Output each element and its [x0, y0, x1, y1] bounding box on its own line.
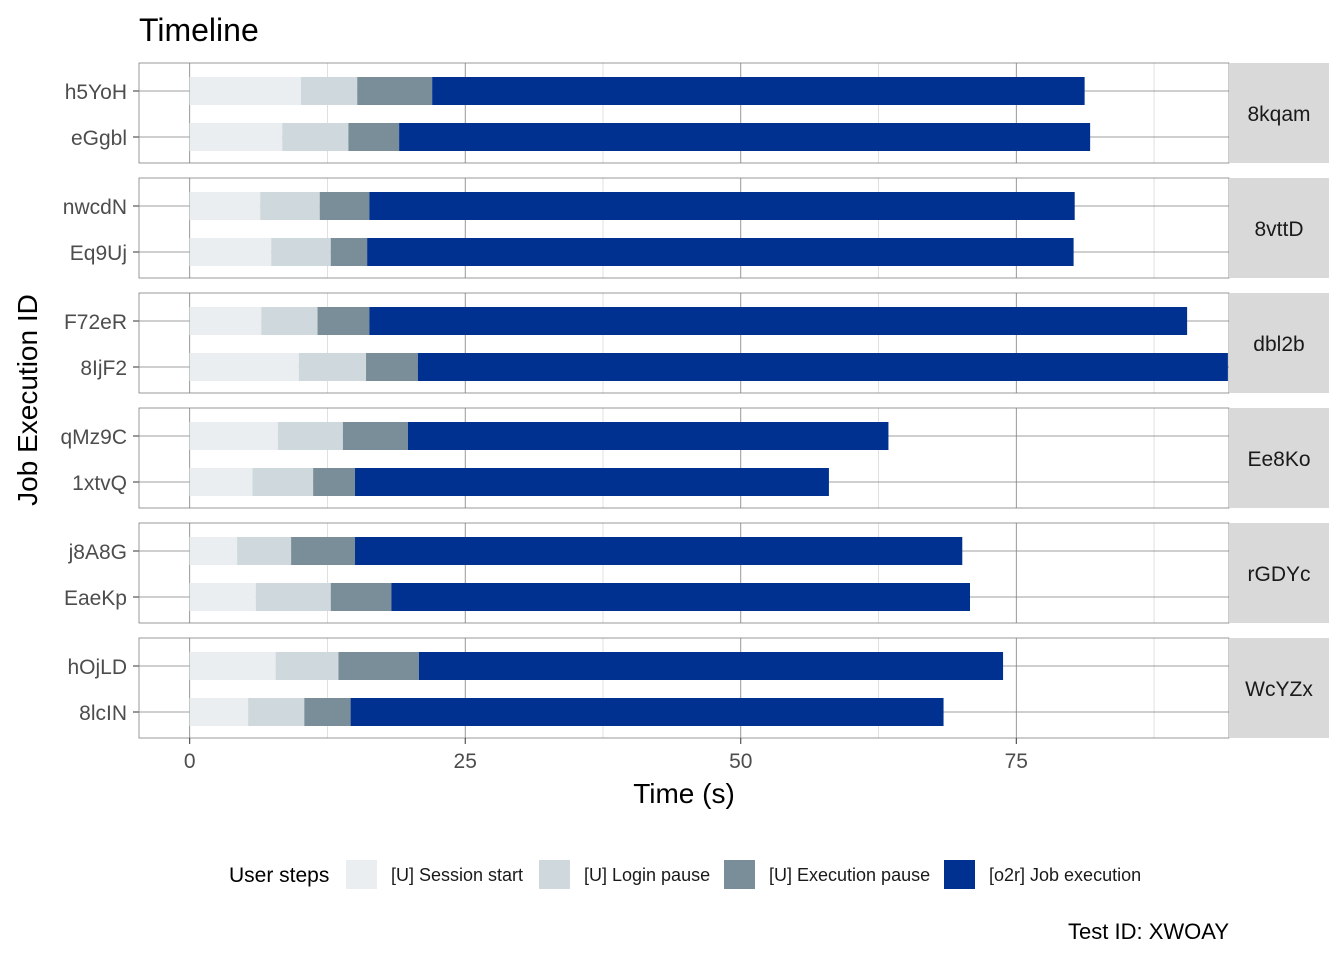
bar-segment: [355, 468, 829, 496]
bar-segment: [350, 698, 944, 726]
bar-segment: [255, 583, 331, 611]
y-tick-label: 1xtvQ: [72, 472, 127, 495]
x-tick-label: 0: [184, 750, 196, 773]
bar-segment: [338, 652, 419, 680]
bar-segment: [369, 192, 1075, 220]
legend-label: [U] Session start: [391, 865, 523, 885]
facet-panel: h5YoH eGgbl 8kqam: [65, 62, 1329, 164]
bar-segment: [189, 652, 276, 680]
bar-segment: [298, 353, 367, 381]
legend-key: [724, 860, 755, 889]
legend-label: [U] Execution pause: [769, 865, 930, 885]
bar-segment: [417, 353, 1228, 381]
bar-segment: [189, 583, 256, 611]
facet-strip-label: dbl2b: [1253, 333, 1304, 356]
bar-segment: [418, 652, 1004, 680]
bar-segment: [301, 77, 358, 105]
y-tick-label: nwcdN: [63, 196, 127, 219]
y-tick-label: hOjLD: [67, 656, 127, 679]
x-axis: 0 25 50 75: [184, 738, 1028, 773]
bar-segment: [348, 123, 400, 151]
bar-segment: [252, 468, 314, 496]
legend-key: [539, 860, 570, 889]
bar-segment: [189, 192, 261, 220]
bar-segment: [189, 698, 249, 726]
facet-strip: [1229, 293, 1329, 393]
y-tick-label: Eq9Uj: [70, 242, 127, 265]
facet-panel: F72eR 8IjF2 dbl2b: [64, 292, 1329, 394]
y-tick-label: 8IjF2: [80, 357, 127, 380]
y-tick-label: EaeKp: [64, 587, 127, 610]
y-tick-label: qMz9C: [60, 426, 127, 449]
legend-title: User steps: [229, 864, 329, 887]
bar-segment: [189, 422, 278, 450]
bar-segment: [237, 537, 292, 565]
facet-strip-label: 8vttD: [1254, 218, 1303, 241]
bar-segment: [189, 238, 272, 266]
legend-key: [944, 860, 975, 889]
bar-segment: [407, 422, 889, 450]
bar-segment: [369, 307, 1188, 335]
facet-strip: [1229, 408, 1329, 508]
bar-segment: [399, 123, 1091, 151]
bar-segment: [189, 123, 283, 151]
bar-segment: [261, 307, 318, 335]
bar-segment: [366, 353, 418, 381]
legend: User steps [U] Session start [U] Login pa…: [229, 860, 1141, 889]
bar-segment: [248, 698, 305, 726]
facet-strip: [1229, 638, 1329, 738]
x-tick-label: 50: [729, 750, 752, 773]
bar-segment: [313, 468, 356, 496]
facet-strip-label: WcYZx: [1245, 678, 1313, 701]
bar-segment: [189, 77, 302, 105]
bar-segment: [275, 652, 339, 680]
bar-segment: [391, 583, 971, 611]
x-tick-label: 25: [454, 750, 477, 773]
bar-segment: [367, 238, 1074, 266]
y-tick-label: 8lcIN: [79, 702, 127, 725]
bar-segment: [330, 238, 368, 266]
facet-panel: qMz9C 1xtvQ Ee8Ko: [60, 407, 1329, 509]
bar-segment: [319, 192, 370, 220]
facet-panel: j8A8G EaeKp rGDYc: [64, 522, 1329, 624]
bar-segment: [282, 123, 349, 151]
bar-segment: [271, 238, 331, 266]
x-axis-label: Time (s): [633, 778, 735, 809]
caption: Test ID: XWOAY: [1068, 919, 1229, 944]
y-tick-label: eGgbl: [71, 127, 127, 150]
facet-strip-label: 8kqam: [1247, 103, 1310, 126]
bar-segment: [357, 77, 433, 105]
facet-strip: [1229, 178, 1329, 278]
y-tick-label: h5YoH: [65, 81, 127, 104]
bar-segment: [189, 353, 299, 381]
bar-segment: [304, 698, 351, 726]
bar-segment: [342, 422, 408, 450]
legend-key: [346, 860, 377, 889]
facet-panels: h5YoH eGgbl 8kqam nwcdN Eq9Uj 8vttD F72eR 8IjF2…: [60, 62, 1329, 739]
y-tick-label: F72eR: [64, 311, 127, 334]
bar-segment: [355, 537, 963, 565]
bar-segment: [277, 422, 343, 450]
bar-segment: [432, 77, 1085, 105]
bar-segment: [317, 307, 370, 335]
x-tick-label: 75: [1005, 750, 1028, 773]
bar-segment: [189, 537, 238, 565]
facet-strip: [1229, 63, 1329, 163]
y-tick-label: j8A8G: [68, 541, 127, 564]
facet-strip: [1229, 523, 1329, 623]
bar-segment: [260, 192, 320, 220]
legend-label: [o2r] Job execution: [989, 865, 1141, 885]
facet-panel: nwcdN Eq9Uj 8vttD: [63, 177, 1329, 279]
facet-strip-label: Ee8Ko: [1247, 448, 1310, 471]
facet-strip-label: rGDYc: [1248, 563, 1311, 586]
facet-panel: hOjLD 8lcIN WcYZx: [67, 637, 1329, 739]
bar-segment: [291, 537, 356, 565]
bar-segment: [330, 583, 392, 611]
bar-segment: [189, 468, 253, 496]
legend-label: [U] Login pause: [584, 865, 710, 885]
chart-title: Timeline: [139, 12, 259, 48]
y-axis-label: Job Execution ID: [12, 294, 43, 506]
bar-segment: [189, 307, 262, 335]
